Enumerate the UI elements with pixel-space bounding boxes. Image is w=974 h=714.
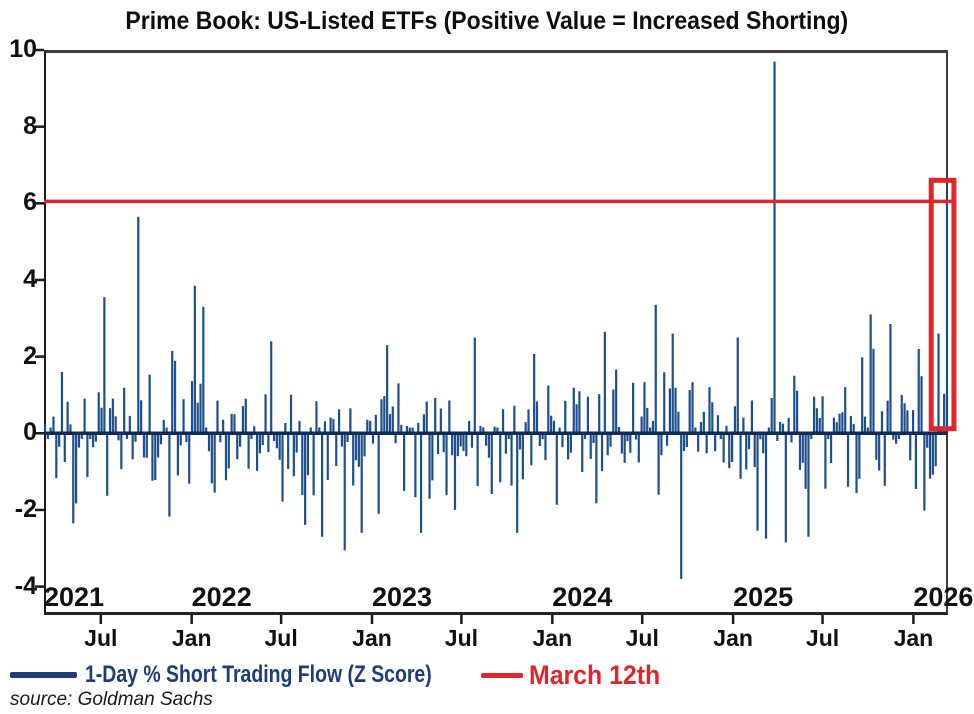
- x-year-label: 2026: [913, 582, 974, 612]
- x-tick-label: Jan: [713, 625, 753, 651]
- x-tick-label: Jul: [444, 625, 479, 651]
- x-tick-label: Jan: [171, 625, 212, 651]
- chart-title: Prime Book: US-Listed ETFs (Positive Val…: [0, 7, 974, 36]
- chart-title-text: Prime Book: US-Listed ETFs (Positive Val…: [125, 7, 849, 35]
- y-tick-label: 4: [23, 264, 37, 293]
- x-tick-label: Jan: [532, 625, 573, 651]
- x-tick-label: Jul: [625, 625, 659, 651]
- y-tick-label: -4: [14, 571, 37, 600]
- x-year-label: 2025: [733, 582, 794, 612]
- legend-series-line-swatch: [10, 672, 77, 678]
- x-tick-label: Jul: [264, 625, 298, 651]
- legend: 1-Day % Short Trading Flow (Z Score) Mar…: [10, 659, 672, 691]
- y-tick-label: 0: [23, 418, 37, 447]
- legend-reference-line-swatch: [481, 672, 523, 678]
- x-tick-label: Jan: [352, 625, 392, 651]
- x-tick-label: Jan: [893, 625, 934, 651]
- legend-reference-label: March 12th: [529, 659, 661, 690]
- source-note: source: Goldman Sachs: [10, 689, 213, 710]
- x-year-label: 2021: [43, 582, 105, 612]
- bars-series: [43, 61, 949, 579]
- x-tick-label: Jul: [805, 625, 840, 651]
- y-tick-label: 10: [9, 35, 37, 63]
- y-tick-label: 6: [23, 188, 37, 217]
- x-year-label: 2024: [552, 582, 613, 612]
- y-tick-label: 2: [23, 341, 37, 370]
- x-tick-label: Jul: [84, 625, 118, 651]
- legend-series-label: 1-Day % Short Trading Flow (Z Score): [85, 661, 432, 688]
- y-tick-label: 8: [23, 111, 37, 140]
- x-year-label: 2023: [371, 582, 433, 612]
- x-year-label: 2022: [191, 582, 252, 612]
- highlight-box: [928, 177, 957, 432]
- y-tick-label: -2: [14, 494, 37, 523]
